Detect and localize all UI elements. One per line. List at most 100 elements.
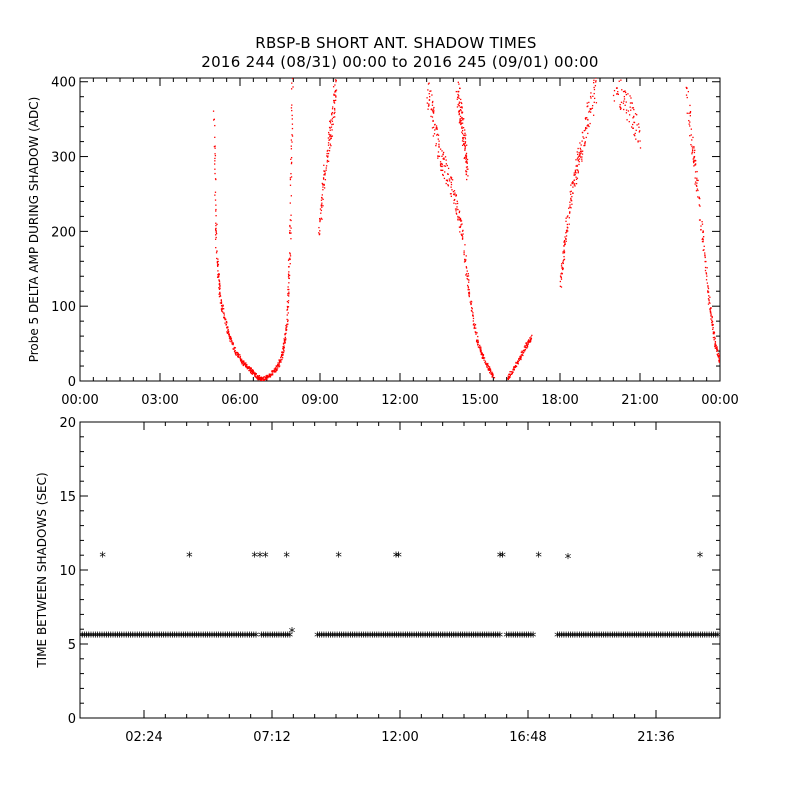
data-point [477,340,479,342]
data-point [698,197,700,199]
data-point [436,127,438,129]
data-point [427,105,430,107]
data-point [461,127,463,129]
data-point: * [347,631,354,646]
data-point [692,160,695,163]
data-point [580,152,582,154]
data-point [617,70,618,71]
data-point: * [327,631,334,646]
data-point [691,139,693,141]
data-point [217,260,219,263]
data-point: * [365,631,372,646]
data-point [577,156,579,159]
data-point [510,371,512,373]
y-axis-label: Probe 5 DELTA AMP DURING SHADOW (ADC) [27,97,41,363]
data-point [430,108,433,110]
data-point [708,301,710,303]
data-point [291,78,294,80]
data-point [255,376,257,378]
data-point [561,267,563,269]
data-point: * [165,631,172,646]
data-point [694,181,697,183]
data-point [327,137,330,139]
data-point [508,376,510,378]
data-point [579,155,581,157]
data-point [288,258,290,260]
data-point: * [318,631,325,646]
data-point [639,147,642,149]
data-point: * [278,631,285,646]
data-point [228,335,230,337]
data-point: * [653,631,660,646]
data-point [283,342,285,344]
data-point [431,94,433,96]
data-point [455,203,457,205]
data-point [581,160,583,162]
data-point [709,310,712,312]
data-point [232,342,234,344]
data-point: * [338,631,345,646]
data-point [712,327,714,329]
data-point: * [424,631,431,646]
data-point: * [209,631,216,646]
data-point [450,178,452,180]
data-point: * [587,631,594,646]
data-point [572,186,574,188]
data-point [704,269,707,272]
data-point [584,142,586,144]
data-point [290,176,293,178]
data-point [266,376,268,379]
data-point: * [479,631,486,646]
data-point [492,373,494,376]
plot-frame [79,421,721,719]
data-point [274,369,276,372]
data-point [237,356,239,358]
data-point: * [611,631,618,646]
data-point: * [283,551,290,566]
data-point [249,367,251,369]
data-point [480,348,482,350]
data-point: * [558,631,565,646]
data-point [709,302,711,304]
data-point [467,275,470,277]
data-point [571,195,573,198]
data-point: * [343,631,350,646]
data-point [508,373,510,376]
data-point [590,108,592,110]
data-point [563,255,565,258]
data-point [260,379,262,381]
data-point [712,324,714,326]
data-point [639,140,641,142]
data-point [335,96,337,98]
data-point: * [431,631,438,646]
data-point [436,133,439,136]
data-point [458,122,461,124]
data-point [458,102,460,105]
data-point [460,224,462,226]
data-point [330,119,332,121]
data-point [485,363,488,366]
data-point [719,359,720,362]
data-point [289,232,291,234]
data-point [711,320,714,323]
data-point [697,179,699,182]
data-point [570,199,572,201]
data-point [325,169,327,171]
data-point [615,73,616,74]
data-point [333,107,336,110]
data-point [570,207,572,209]
data-point: * [580,631,587,646]
data-point [279,359,281,361]
data-point [574,174,576,176]
data-point [710,318,712,320]
data-point [576,165,578,167]
data-point [689,115,692,117]
data-point [523,349,526,351]
data-point [486,366,488,368]
data-point [634,132,636,135]
data-point [591,107,594,109]
data-point [614,74,615,75]
data-point: * [409,631,416,646]
data-point: * [554,631,561,646]
data-point [685,86,687,89]
